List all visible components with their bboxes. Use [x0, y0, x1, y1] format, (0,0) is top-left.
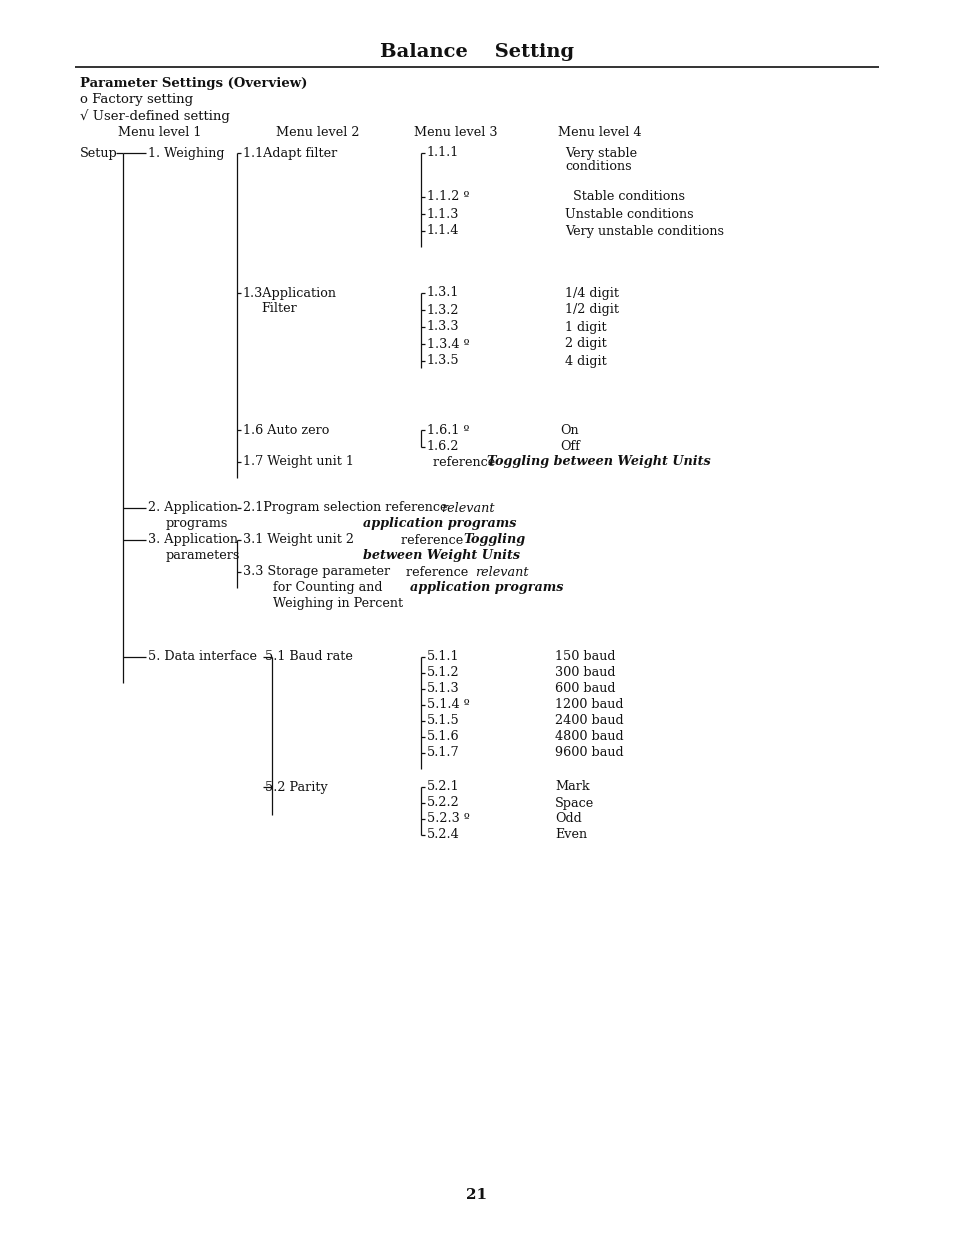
Text: 1.3.3: 1.3.3 [427, 321, 459, 333]
Text: 5.1 Baud rate: 5.1 Baud rate [265, 651, 353, 663]
Text: 4 digit: 4 digit [564, 354, 606, 368]
Text: 5.1.5: 5.1.5 [427, 715, 459, 727]
Text: for Counting and: for Counting and [273, 582, 382, 594]
Text: 1.6 Auto zero: 1.6 Auto zero [243, 424, 329, 436]
Text: 1.3.1: 1.3.1 [427, 287, 459, 300]
Text: 5.1.1: 5.1.1 [427, 651, 459, 663]
Text: 1.7 Weight unit 1: 1.7 Weight unit 1 [243, 456, 354, 468]
Text: 1.3.5: 1.3.5 [427, 354, 459, 368]
Text: Off: Off [559, 441, 579, 453]
Text: 1.6.2: 1.6.2 [427, 441, 459, 453]
Text: 5.2.3 º: 5.2.3 º [427, 813, 470, 825]
Text: 5.2.2: 5.2.2 [427, 797, 459, 809]
Text: 1.3Application: 1.3Application [243, 287, 336, 300]
Text: relevant: relevant [440, 501, 494, 515]
Text: Balance    Setting: Balance Setting [379, 43, 574, 61]
Text: conditions: conditions [564, 161, 631, 173]
Text: o Factory setting: o Factory setting [80, 94, 193, 106]
Text: Stable conditions: Stable conditions [573, 190, 684, 204]
Text: Menu level 1: Menu level 1 [118, 126, 201, 140]
Text: 21: 21 [466, 1188, 487, 1202]
Text: 3.3 Storage parameter: 3.3 Storage parameter [243, 566, 390, 578]
Text: Toggling: Toggling [462, 534, 524, 547]
Text: On: On [559, 424, 578, 436]
Text: Odd: Odd [555, 813, 581, 825]
Text: 5.1.6: 5.1.6 [427, 730, 459, 743]
Text: Menu level 4: Menu level 4 [558, 126, 641, 140]
Text: Menu level 2: Menu level 2 [276, 126, 359, 140]
Text: application programs: application programs [363, 517, 516, 531]
Text: 5.1.7: 5.1.7 [427, 746, 459, 760]
Text: Unstable conditions: Unstable conditions [564, 207, 693, 221]
Text: Mark: Mark [555, 781, 589, 794]
Text: 1. Weighing: 1. Weighing [148, 147, 224, 159]
Text: 2. Application: 2. Application [148, 501, 237, 515]
Text: 3. Application: 3. Application [148, 534, 237, 547]
Text: 5. Data interface: 5. Data interface [148, 651, 256, 663]
Text: Weighing in Percent: Weighing in Percent [273, 598, 403, 610]
Text: 1.1.4: 1.1.4 [427, 225, 459, 237]
Text: Filter: Filter [261, 301, 296, 315]
Text: 5.1.2: 5.1.2 [427, 667, 459, 679]
Text: 1.1Adapt filter: 1.1Adapt filter [243, 147, 337, 159]
Text: 5.1.3: 5.1.3 [427, 683, 459, 695]
Text: Even: Even [555, 829, 586, 841]
Text: reference: reference [369, 534, 467, 547]
Text: programs: programs [166, 516, 228, 530]
Text: relevant: relevant [475, 566, 528, 578]
Text: Very stable: Very stable [564, 147, 637, 159]
Text: 1.3.4 º: 1.3.4 º [427, 337, 469, 351]
Text: 9600 baud: 9600 baud [555, 746, 623, 760]
Text: 2400 baud: 2400 baud [555, 715, 623, 727]
Text: 1 digit: 1 digit [564, 321, 606, 333]
Text: between Weight Units: between Weight Units [363, 550, 519, 562]
Text: Parameter Settings (Overview): Parameter Settings (Overview) [80, 78, 307, 90]
Text: Menu level 3: Menu level 3 [414, 126, 497, 140]
Text: 300 baud: 300 baud [555, 667, 615, 679]
Text: application programs: application programs [400, 582, 563, 594]
Text: reference: reference [433, 456, 498, 468]
Text: 2.1Program selection reference: 2.1Program selection reference [243, 501, 451, 515]
Text: 1.1.3: 1.1.3 [427, 207, 459, 221]
Text: 5.1.4 º: 5.1.4 º [427, 699, 469, 711]
Text: 600 baud: 600 baud [555, 683, 615, 695]
Text: 5.2.4: 5.2.4 [427, 829, 459, 841]
Text: 3.1 Weight unit 2: 3.1 Weight unit 2 [243, 534, 354, 547]
Text: 1/4 digit: 1/4 digit [564, 287, 618, 300]
Text: 1.1.1: 1.1.1 [427, 147, 458, 159]
Text: Setup: Setup [80, 147, 117, 159]
Text: 1.3.2: 1.3.2 [427, 304, 459, 316]
Text: 1200 baud: 1200 baud [555, 699, 623, 711]
Text: 1/2 digit: 1/2 digit [564, 304, 618, 316]
Text: Toggling between Weight Units: Toggling between Weight Units [486, 456, 710, 468]
Text: 1.1.2 º: 1.1.2 º [427, 190, 469, 204]
Text: 150 baud: 150 baud [555, 651, 615, 663]
Text: Very unstable conditions: Very unstable conditions [564, 225, 723, 237]
Text: 5.2 Parity: 5.2 Parity [265, 781, 328, 794]
Text: 5.2.1: 5.2.1 [427, 781, 459, 794]
Text: reference: reference [397, 566, 472, 578]
Text: 1.6.1 º: 1.6.1 º [427, 424, 469, 436]
Text: parameters: parameters [166, 548, 240, 562]
Text: 4800 baud: 4800 baud [555, 730, 623, 743]
Text: 2 digit: 2 digit [564, 337, 606, 351]
Text: Space: Space [555, 797, 594, 809]
Text: √ User-defined setting: √ User-defined setting [80, 109, 230, 122]
